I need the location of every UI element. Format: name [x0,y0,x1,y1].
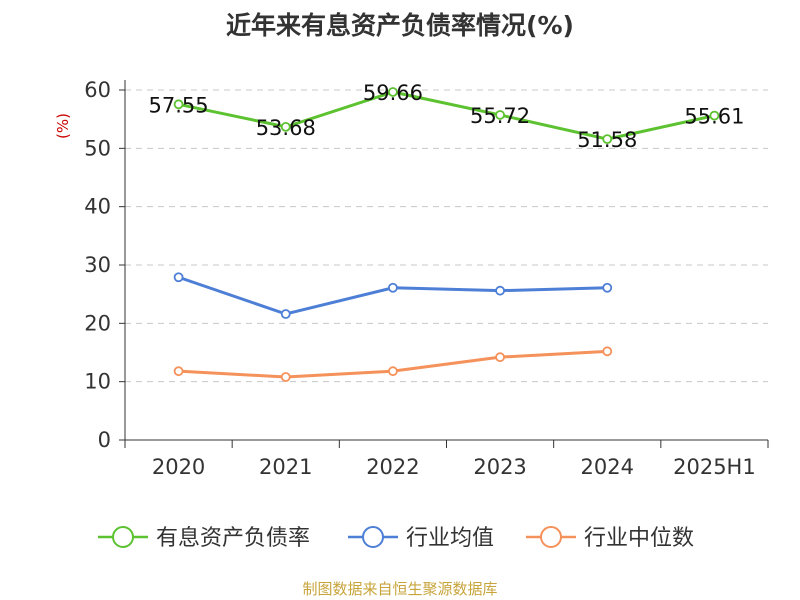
legend-label: 有息资产负债率 [156,526,310,551]
legend-marker [362,526,384,548]
data-point [173,272,184,283]
grid-lines [125,89,768,383]
y-tick-labels: 0 10 20 30 40 50 60 [84,78,111,452]
data-point [495,110,505,120]
axes [119,80,769,448]
x-tick-label: 2022 [366,455,419,479]
data-point [709,110,720,121]
data-point [602,282,613,293]
x-tick-label: 2024 [581,455,634,479]
x-tick-label: 2021 [259,455,312,479]
x-tick-labels: 2020 2021 2022 2023 2024 2025H1 [152,455,756,479]
y-tick-label: 40 [84,195,111,219]
data-point [280,309,291,319]
x-tick-label: 2023 [473,455,526,479]
legend: 有息资产负债率 行业均值 行业中位数 [98,526,694,551]
series-group [173,87,720,382]
data-point [173,366,184,377]
data-label: 55.72 [470,104,530,128]
y-tick-label: 50 [84,136,111,160]
data-point [173,99,184,110]
data-point [388,366,398,377]
y-tick-label: 60 [84,78,111,102]
series-line-0 [178,90,715,141]
legend-label: 行业中位数 [584,526,694,551]
data-label: 57.55 [149,93,209,117]
data-point [602,134,613,145]
data-labels: 57.55 53.68 59.66 55.72 51.58 55.61 [149,81,745,152]
data-point [495,285,505,296]
y-tick-label: 20 [84,311,111,335]
data-point [388,282,398,293]
data-point [280,372,291,382]
data-label: 59.66 [363,81,423,105]
data-label: 55.61 [684,105,744,129]
data-point [495,352,505,363]
data-label: 53.68 [256,116,316,140]
legend-marker [112,526,134,548]
chart-title: 近年来有息资产负债率情况(%) [226,11,574,40]
x-tick-label: 2025H1 [673,455,756,479]
y-tick-label: 10 [84,370,111,394]
y-tick-label: 30 [84,253,111,277]
source-note: 制图数据来自恒生聚源数据库 [302,580,498,598]
data-label: 51.58 [577,128,637,152]
data-point [388,87,398,97]
series-line-1 [178,275,608,316]
y-axis-label: (%) [54,113,72,139]
legend-marker [540,526,562,548]
x-tick-label: 2020 [152,455,205,479]
legend-label: 行业均值 [406,526,494,551]
data-point [602,346,613,357]
data-point [280,121,291,132]
y-tick-label: 0 [98,428,111,452]
